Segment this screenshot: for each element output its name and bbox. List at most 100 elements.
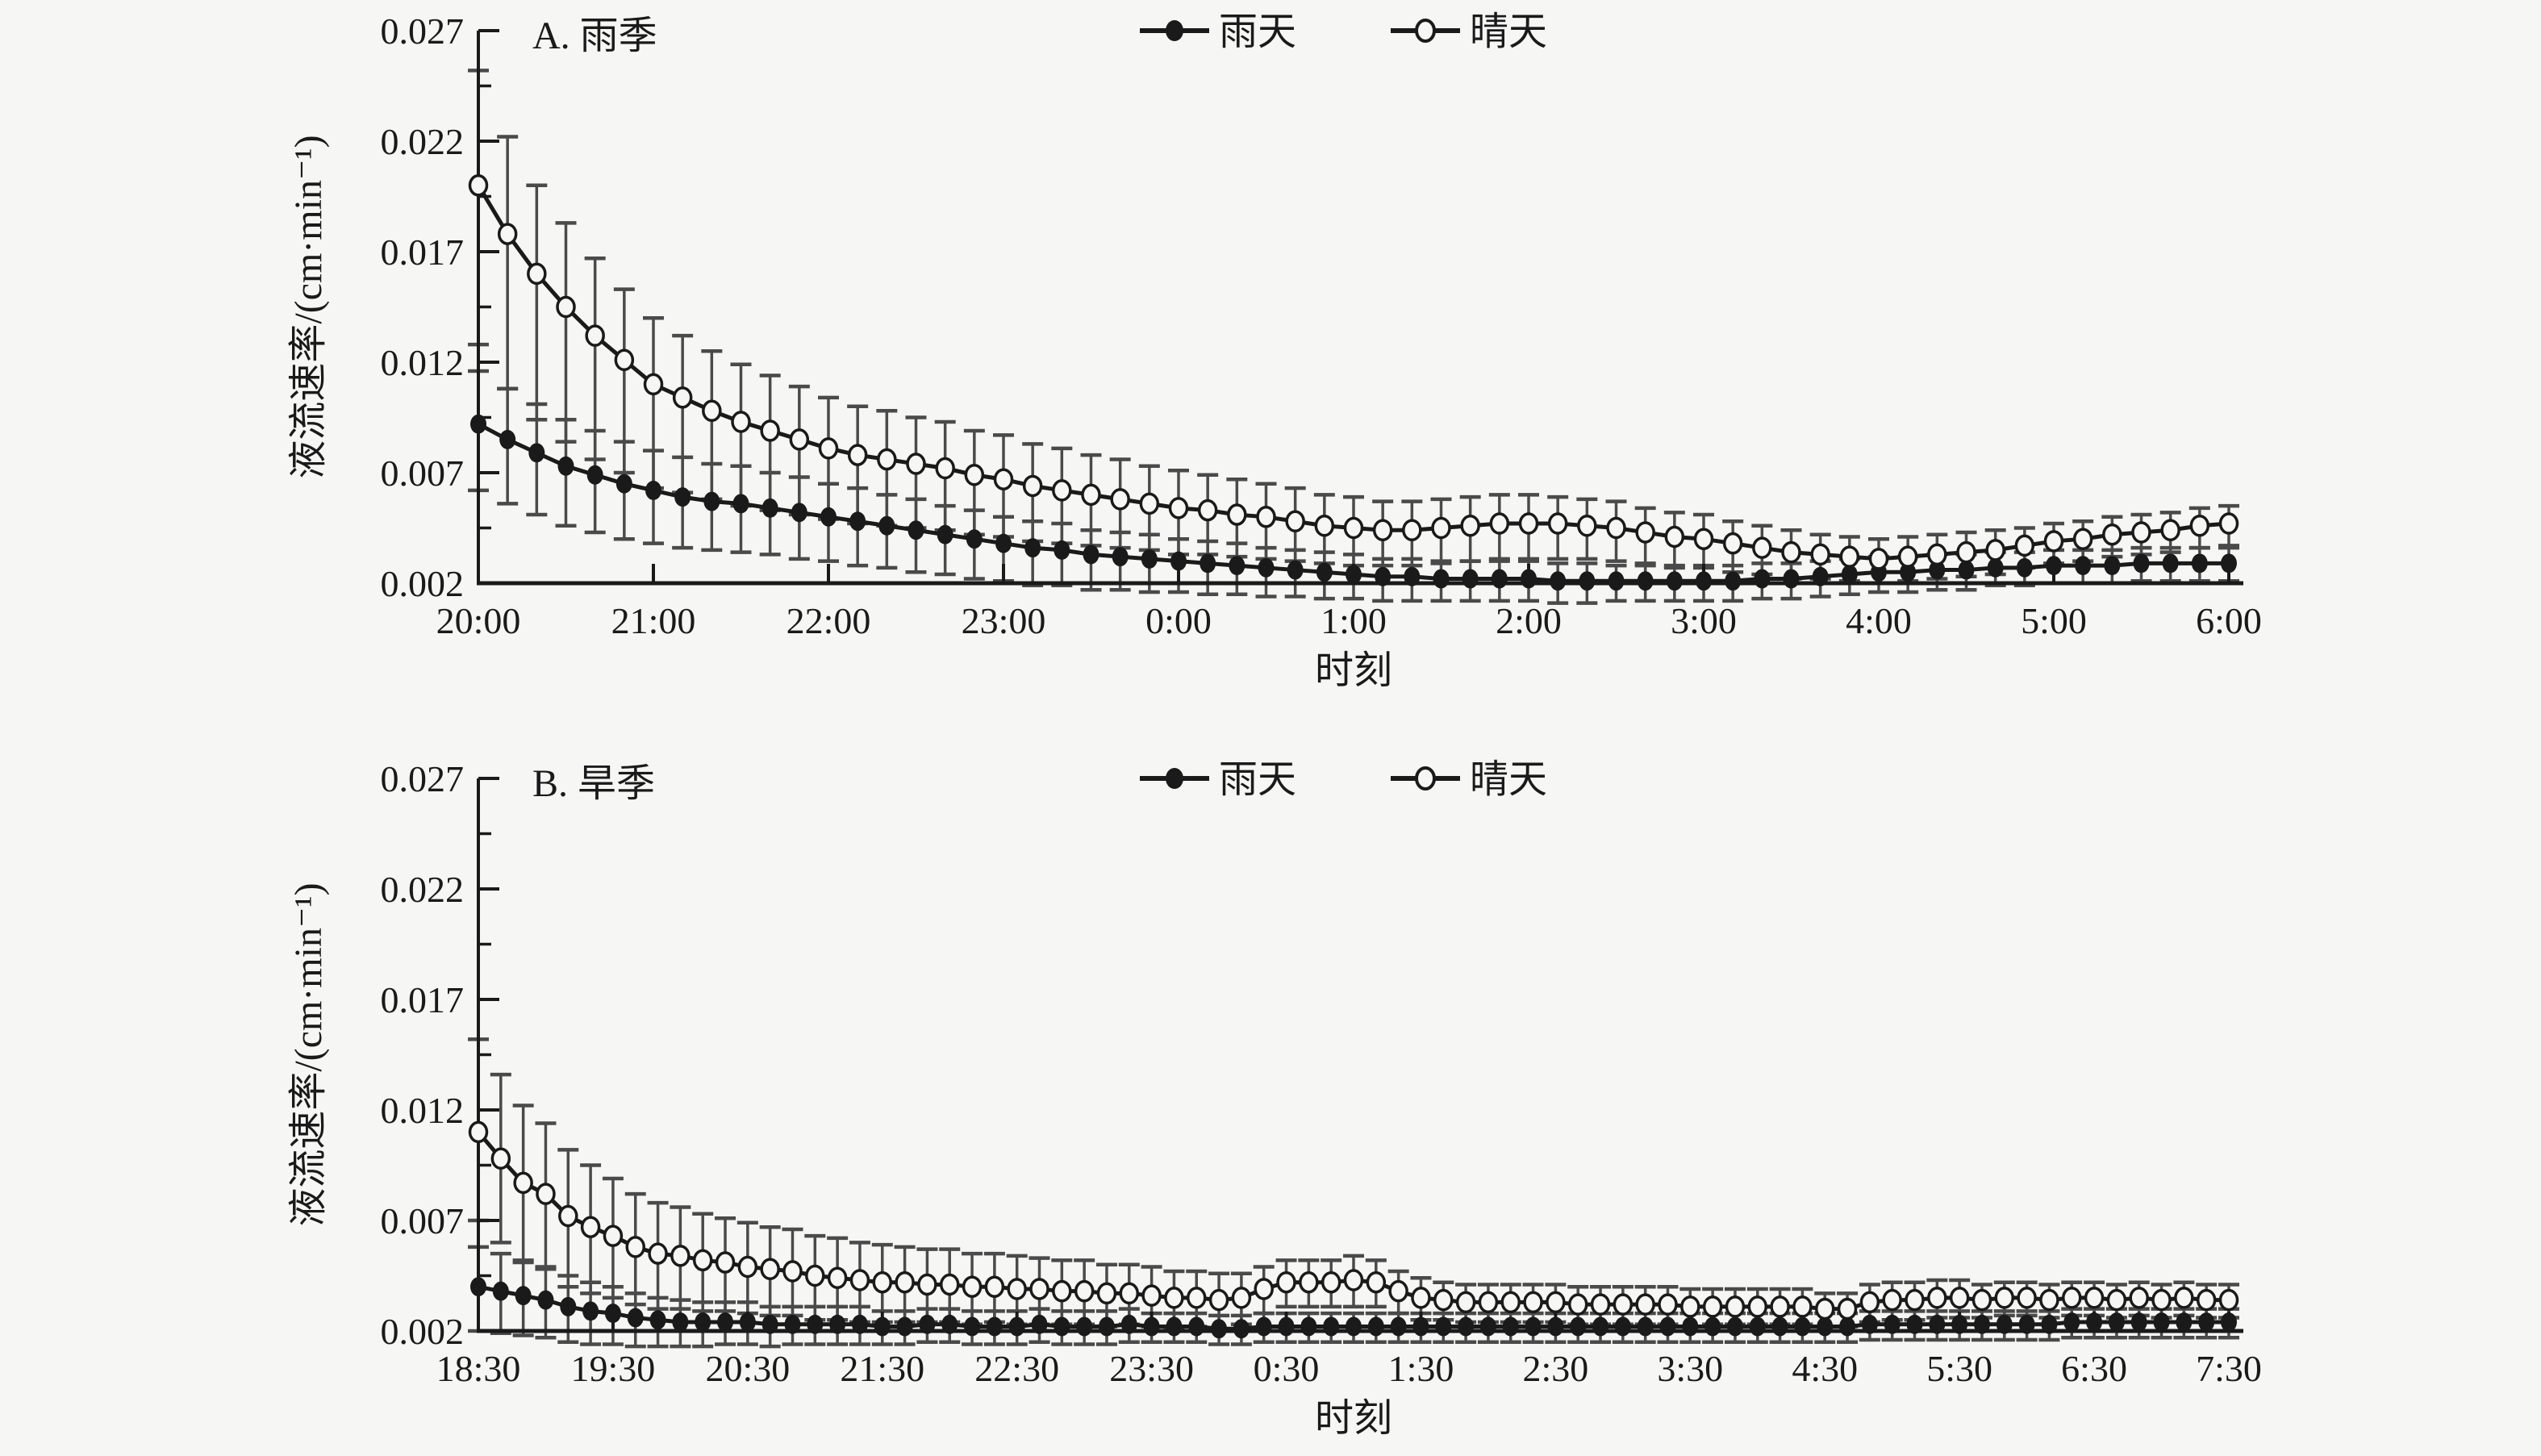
marker-filled-circle (2018, 1314, 2035, 1334)
x-tick-label: 18:30 (436, 1348, 521, 1389)
x-tick-label: 3:30 (1657, 1348, 1723, 1389)
marker-open-circle (468, 1120, 489, 1144)
x-tick-label: 22:00 (786, 600, 871, 641)
marker-filled-circle (1900, 562, 1917, 582)
marker-open-circle (1868, 548, 1889, 570)
marker-open-circle (939, 1273, 960, 1296)
marker-filled-circle (2153, 1312, 2170, 1333)
y-axis-title: 液流速率/(cm·min⁻¹) (287, 135, 330, 478)
marker-open-circle (1402, 519, 1422, 541)
marker-open-circle (1168, 497, 1189, 519)
marker-filled-circle (674, 487, 691, 507)
legend-label-rainy: 雨天 (1219, 758, 1296, 801)
marker-filled-circle (1200, 553, 1216, 574)
marker-filled-circle (1120, 1314, 1137, 1334)
marker-filled-circle (1884, 1314, 1901, 1334)
marker-open-circle (1859, 1291, 1880, 1314)
marker-filled-circle (1316, 562, 1333, 582)
marker-open-circle (789, 428, 810, 451)
marker-open-circle (1022, 474, 1043, 498)
marker-open-circle (558, 1204, 578, 1228)
marker-open-circle (737, 1255, 758, 1279)
marker-open-circle (643, 373, 664, 396)
marker-filled-circle (1375, 566, 1392, 586)
marker-filled-circle (2016, 557, 2033, 578)
marker-filled-circle (1390, 1316, 1407, 1337)
marker-open-circle (1372, 519, 1393, 541)
marker-open-circle (1693, 528, 1714, 550)
marker-open-circle (2160, 519, 2180, 541)
marker-open-circle (827, 1266, 848, 1289)
marker-filled-circle (1462, 569, 1479, 589)
marker-open-circle (760, 1258, 780, 1281)
marker-open-circle (1613, 1293, 1634, 1316)
marker-open-circle (1197, 499, 1218, 522)
marker-filled-circle (761, 1314, 778, 1334)
marker-filled-circle (1278, 1316, 1295, 1337)
marker-open-circle (1141, 1284, 1162, 1307)
x-tick-label: 20:30 (705, 1348, 790, 1389)
marker-open-circle (1927, 543, 1947, 566)
marker-open-circle (1007, 1278, 1027, 1300)
marker-filled-circle (1141, 549, 1158, 569)
marker-open-circle (1567, 1293, 1588, 1316)
marker-filled-circle (470, 414, 486, 434)
marker-open-circle (1119, 1282, 1140, 1305)
marker-filled-circle (1367, 1316, 1384, 1337)
marker-filled-circle (986, 1316, 1003, 1337)
marker-open-circle (1187, 1287, 1207, 1309)
marker-open-circle (2174, 1287, 2194, 1309)
marker-open-circle (1081, 483, 1101, 507)
x-tick-label: 23:30 (1109, 1348, 1194, 1389)
marker-filled-circle (703, 491, 720, 511)
marker-filled-circle (2104, 556, 2121, 576)
marker-filled-circle (470, 1277, 486, 1297)
y-tick-label: 0.022 (381, 869, 465, 910)
y-axis-title: 液流速率/(cm·min⁻¹) (287, 882, 330, 1226)
marker-open-circle (2014, 534, 2035, 557)
marker-filled-circle (2086, 1312, 2103, 1333)
marker-filled-circle (1166, 1316, 1183, 1337)
marker-filled-circle (1973, 1314, 1990, 1334)
marker-filled-circle (1682, 1316, 1699, 1337)
marker-filled-circle (1083, 544, 1099, 565)
marker-filled-circle (1696, 571, 1712, 591)
marker-open-circle (1606, 516, 1626, 540)
marker-filled-circle (515, 1286, 532, 1306)
marker-filled-circle (1659, 1316, 1676, 1337)
marker-filled-circle (1491, 569, 1508, 589)
marker-open-circle (672, 386, 693, 409)
marker-open-circle (2218, 1288, 2239, 1312)
marker-open-circle (1343, 1269, 1364, 1291)
marker-open-circle (1635, 1293, 1655, 1316)
marker-filled-circle (896, 1316, 913, 1337)
marker-filled-circle (1412, 1316, 1429, 1337)
marker-filled-circle (649, 1310, 666, 1330)
marker-open-circle (849, 1269, 870, 1291)
marker-filled-circle (1749, 1316, 1766, 1337)
marker-filled-circle (1783, 569, 1800, 589)
marker-open-circle (805, 1264, 825, 1287)
marker-open-circle (1985, 539, 2005, 561)
x-tick-label: 7:30 (2196, 1348, 2262, 1389)
y-tick-label: 0.022 (381, 121, 465, 162)
marker-filled-circle (1076, 1316, 1093, 1337)
marker-filled-circle (2075, 556, 2092, 576)
marker-filled-circle (1323, 1316, 1340, 1337)
marker-filled-circle (1579, 571, 1596, 591)
marker-filled-circle (1996, 1314, 2013, 1334)
marker-filled-circle (2041, 1314, 2058, 1334)
marker-open-circle (2151, 1288, 2172, 1312)
marker-open-circle (1460, 515, 1480, 537)
marker-filled-circle (1054, 540, 1070, 560)
marker-open-circle (1725, 1295, 1746, 1318)
x-tick-label: 19:30 (571, 1348, 656, 1389)
panel-title: B. 旱季 (532, 762, 655, 805)
marker-open-circle (1299, 1270, 1319, 1294)
marker-open-circle (1052, 1279, 1072, 1303)
x-tick-label: 3:00 (1671, 600, 1737, 641)
marker-open-circle (1366, 1270, 1387, 1294)
marker-open-circle (1110, 488, 1130, 511)
marker-open-circle (906, 453, 926, 475)
marker-open-circle (1702, 1295, 1723, 1318)
